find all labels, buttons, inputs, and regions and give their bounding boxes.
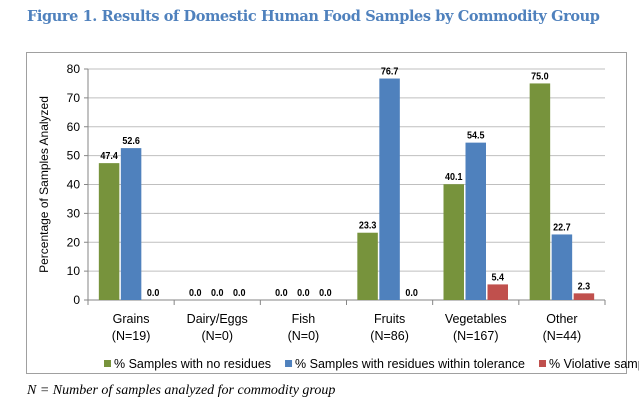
data-label: 76.7 xyxy=(381,66,399,78)
category-count: (N=0) xyxy=(201,329,233,343)
data-label: 40.1 xyxy=(445,172,463,184)
data-label: 47.4 xyxy=(100,151,118,163)
category-count: (N=44) xyxy=(543,329,582,343)
figure-caption: N = Number of samples analyzed for commo… xyxy=(27,383,336,398)
bar xyxy=(443,184,464,300)
category-count: (N=86) xyxy=(370,329,409,343)
data-label: 0.0 xyxy=(297,288,310,300)
legend-swatch xyxy=(104,360,111,367)
category-label: Fruits xyxy=(374,312,405,326)
bar xyxy=(529,83,551,300)
data-label: 75.0 xyxy=(531,71,549,83)
category-label: Other xyxy=(546,312,577,326)
y-tick-label: 10 xyxy=(67,264,81,278)
category-count: (N=167) xyxy=(453,329,499,343)
figure-title: Figure 1. Results of Domestic Human Food… xyxy=(27,8,600,25)
legend-label: % Samples with residues within tolerance xyxy=(295,357,525,371)
data-label: 0.0 xyxy=(275,288,288,300)
legend-label: % Samples with no residues xyxy=(114,357,271,371)
bar xyxy=(465,142,486,300)
y-tick-label: 0 xyxy=(73,293,80,307)
data-label: 0.0 xyxy=(405,288,418,300)
category-label: Fish xyxy=(292,312,316,326)
y-tick-label: 30 xyxy=(67,206,81,220)
data-label: 0.0 xyxy=(211,288,224,300)
legend-swatch xyxy=(285,360,293,367)
category-count: (N=0) xyxy=(288,329,320,343)
legend-label: % Violative samples xyxy=(549,357,639,371)
data-label: 0.0 xyxy=(319,288,332,300)
y-tick-label: 40 xyxy=(67,178,81,192)
data-label: 22.7 xyxy=(553,222,571,234)
data-label: 0.0 xyxy=(189,288,202,300)
data-label: 0.0 xyxy=(147,288,160,300)
data-label: 54.5 xyxy=(467,130,485,142)
category-label: Dairy/Eggs xyxy=(187,312,248,326)
bar xyxy=(551,234,573,300)
category-label: Vegetables xyxy=(445,312,507,326)
bar xyxy=(573,293,595,300)
data-label: 52.6 xyxy=(122,136,140,148)
y-tick-label: 80 xyxy=(67,62,81,76)
bar xyxy=(379,78,400,300)
bar xyxy=(120,148,142,300)
bar xyxy=(357,232,378,300)
category-label: Grains xyxy=(113,312,150,326)
y-axis-label: Percentage of Samples Analyzed xyxy=(37,96,51,273)
category-count: (N=19) xyxy=(112,329,151,343)
y-tick-label: 60 xyxy=(67,120,81,134)
y-tick-label: 50 xyxy=(67,149,81,163)
y-tick-label: 20 xyxy=(67,235,81,249)
data-label: 0.0 xyxy=(233,288,246,300)
legend-swatch xyxy=(539,360,546,367)
data-label: 2.3 xyxy=(578,281,591,293)
y-tick-label: 70 xyxy=(67,91,81,105)
bar xyxy=(487,284,508,300)
data-label: 5.4 xyxy=(491,272,504,284)
chart-frame xyxy=(26,52,627,374)
bar xyxy=(98,163,120,300)
data-label: 23.3 xyxy=(359,220,377,232)
